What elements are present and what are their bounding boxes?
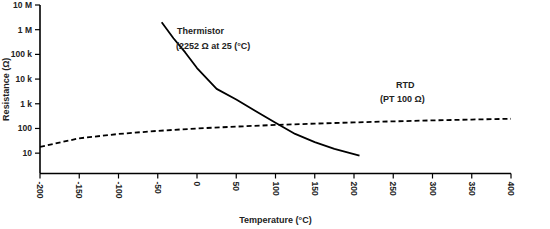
x-tick-label: 300: [428, 182, 438, 196]
x-tick-label: 350: [467, 182, 477, 196]
series-line: [40, 119, 511, 147]
y-tick-label: 1 k: [20, 99, 32, 109]
y-tick-label: 10 M: [13, 0, 32, 10]
x-tick: [314, 174, 315, 179]
x-tick-label: 250: [388, 182, 398, 196]
chart: 10 M 1 M 100 k 10 k 1 k 100 10 -200 -150 -100 -50 0…: [0, 0, 550, 229]
annotation: (2252 Ω at 25 (°C): [176, 41, 250, 51]
x-tick: [353, 174, 354, 179]
x-tick-label: 150: [310, 182, 320, 196]
x-tick-label: -200: [35, 182, 45, 199]
annotation: (PT 100 Ω): [380, 94, 425, 104]
x-tick-label: -50: [153, 182, 163, 195]
y-tick-label: 10: [23, 148, 33, 158]
y-tick: [35, 153, 40, 154]
y-tick-label: 100: [18, 123, 32, 133]
x-axis-label: Temperature (°C): [239, 215, 311, 225]
y-tick: [35, 128, 40, 129]
x-tick-label: 50: [231, 182, 241, 192]
x-tick: [118, 174, 119, 179]
y-tick-label: 100 k: [11, 49, 33, 59]
x-tick: [157, 174, 158, 179]
series-label: RTD: [396, 80, 415, 90]
y-tick: [35, 4, 40, 5]
y-tick: [35, 29, 40, 30]
y-tick-label: 10 k: [15, 74, 32, 84]
x-tick-label: 0: [192, 182, 202, 187]
x-tick-label: 400: [506, 182, 516, 196]
x-tick: [471, 174, 472, 179]
x-tick: [79, 174, 80, 179]
x-tick-label: -150: [74, 182, 84, 199]
y-tick: [35, 103, 40, 104]
y-tick-label: 1 M: [18, 25, 32, 35]
x-tick: [275, 174, 276, 179]
x-tick: [196, 174, 197, 179]
x-tick-label: 200: [349, 182, 359, 196]
x-tick: [393, 174, 394, 179]
y-tick: [35, 54, 40, 55]
x-tick: [39, 174, 40, 179]
x-tick-label: 100: [271, 182, 281, 196]
series-line: [162, 22, 360, 155]
x-tick-label: -100: [114, 182, 124, 199]
x-tick: [432, 174, 433, 179]
x-tick: [236, 174, 237, 179]
plot-area: [40, 22, 511, 155]
y-axis-label: Resistance (Ω): [1, 58, 11, 121]
x-tick: [510, 174, 511, 179]
y-tick: [35, 78, 40, 79]
series-label: Thermistor: [177, 26, 225, 36]
